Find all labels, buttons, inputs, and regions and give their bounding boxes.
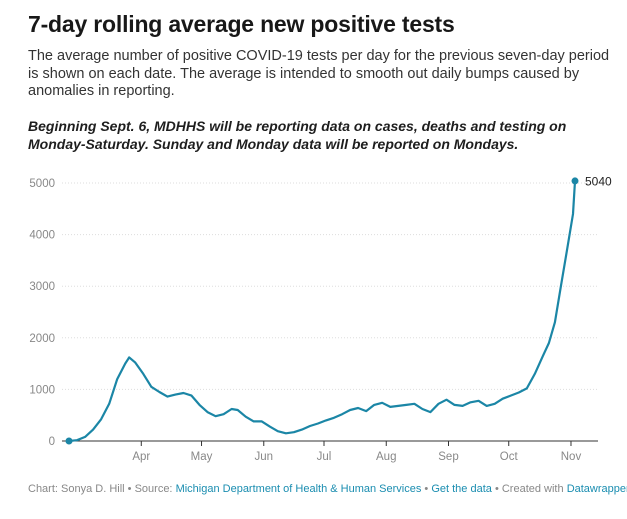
get-data-link[interactable]: Get the data (431, 483, 492, 495)
chart-footer: Chart: Sonya D. Hill • Source: Michigan … (28, 483, 627, 495)
start-point (65, 437, 73, 445)
line-chart: 0 1000 2000 3000 4000 5000 Apr May Jun Jul Aug Sep… (29, 174, 612, 463)
x-axis-ticks: Apr May Jun Jul Aug Sep Oct Nov (132, 441, 581, 463)
x-tick-label: Jun (254, 451, 273, 463)
footer-separator: • (424, 483, 429, 495)
y-axis-ticks: 0 1000 2000 3000 4000 5000 (29, 178, 55, 448)
created-with-text: Created with (501, 483, 564, 495)
chart-title: 7-day rolling average new positive tests (28, 11, 455, 37)
series-line (67, 179, 577, 443)
end-value-label: 5040 (585, 174, 612, 188)
x-tick-label: Nov (561, 451, 582, 463)
end-point (571, 177, 579, 185)
footer-separator: • (494, 483, 499, 495)
y-tick-label: 5000 (29, 178, 55, 190)
x-tick-label: Aug (376, 451, 396, 463)
x-tick-label: Apr (132, 451, 150, 463)
series-lines (65, 177, 579, 445)
chart-credit: Chart: Sonya D. Hill (28, 483, 125, 495)
source-prefix: Source: (134, 483, 173, 495)
source-link[interactable]: Michigan Department of Health & Human Se… (175, 483, 422, 495)
x-tick-label: Jul (317, 451, 332, 463)
grid-lines (62, 182, 598, 442)
chart-note: Beginning Sept. 6, MDHHS will be reporti… (28, 117, 567, 152)
footer-separator: • (127, 483, 132, 495)
y-tick-label: 1000 (29, 384, 55, 396)
data-labels: 5040 (585, 174, 612, 188)
datawrapper-link[interactable]: Datawrapper (566, 483, 627, 495)
chart-header: 7-day rolling average new positive tests… (28, 10, 620, 153)
chart-subtitle: The average number of positive COVID-19 … (28, 48, 610, 99)
y-tick-label: 0 (49, 436, 55, 448)
y-tick-label: 3000 (29, 281, 55, 293)
y-tick-label: 2000 (29, 333, 55, 345)
x-tick-label: Oct (500, 451, 519, 463)
x-tick-label: May (191, 451, 213, 463)
y-tick-label: 4000 (29, 230, 55, 242)
x-tick-label: Sep (438, 451, 458, 463)
